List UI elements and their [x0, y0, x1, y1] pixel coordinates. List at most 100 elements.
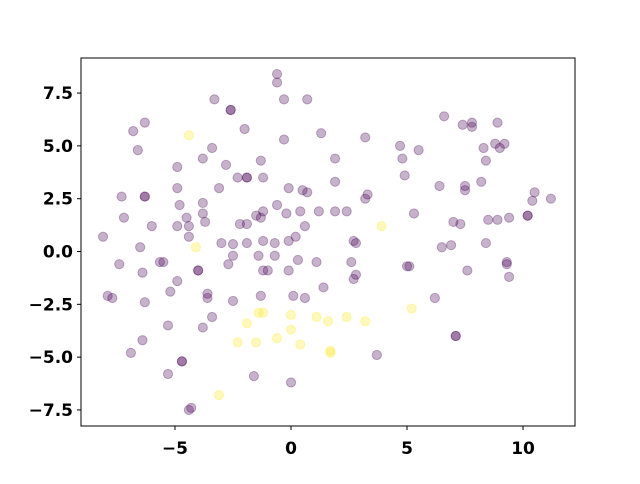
plot-frame [80, 57, 576, 427]
point [278, 94, 290, 105]
point [325, 347, 336, 359]
point [183, 231, 194, 242]
point [404, 261, 415, 272]
x-tick-label: 0 [285, 439, 297, 459]
point [262, 265, 273, 276]
point [209, 94, 220, 105]
point [172, 161, 183, 173]
point [128, 125, 139, 137]
point [457, 119, 468, 130]
point [466, 121, 478, 132]
point [269, 237, 280, 249]
point [183, 130, 194, 141]
point [139, 117, 150, 128]
point [397, 153, 408, 164]
point [132, 145, 143, 156]
point [162, 320, 174, 331]
point [239, 123, 250, 135]
point [325, 345, 336, 356]
point [241, 172, 253, 183]
point [227, 250, 239, 261]
point [316, 128, 327, 139]
point [176, 356, 188, 367]
point [234, 218, 246, 230]
point [480, 237, 491, 249]
point [197, 153, 208, 164]
point [283, 183, 294, 194]
point [146, 221, 157, 232]
point [271, 68, 283, 80]
point [439, 111, 450, 122]
point [394, 140, 406, 151]
y-tick-label: 0.0 [43, 243, 73, 263]
point [346, 256, 357, 268]
point [225, 104, 236, 116]
point [139, 191, 150, 202]
point [172, 275, 183, 287]
point [186, 402, 197, 413]
point [183, 404, 194, 416]
point [253, 307, 264, 318]
point [490, 138, 501, 149]
point [285, 377, 297, 388]
point [311, 256, 322, 268]
point [285, 309, 297, 320]
point [445, 240, 457, 251]
point [434, 180, 445, 192]
point [448, 216, 459, 228]
point [504, 271, 515, 282]
point [227, 295, 239, 307]
point [269, 250, 280, 261]
point [480, 155, 491, 166]
point [181, 212, 192, 223]
point [271, 199, 283, 211]
point [213, 183, 225, 194]
point [241, 318, 253, 329]
point [241, 218, 253, 230]
point [483, 214, 494, 225]
point [329, 206, 341, 217]
point [202, 288, 213, 299]
point [494, 142, 505, 154]
point [216, 237, 227, 249]
point [329, 176, 341, 187]
point [183, 221, 194, 232]
point [241, 172, 253, 183]
point [478, 142, 489, 154]
point [225, 104, 236, 116]
point [295, 206, 306, 217]
point [413, 145, 424, 156]
point [158, 256, 169, 268]
point [302, 94, 313, 105]
point [527, 195, 538, 206]
point [492, 214, 503, 225]
point [311, 311, 322, 323]
point [283, 265, 294, 276]
point [190, 242, 201, 253]
point [174, 199, 185, 211]
point [253, 250, 264, 261]
point [290, 231, 301, 242]
point [429, 292, 440, 304]
point [213, 390, 225, 401]
point [258, 265, 269, 276]
point [193, 265, 204, 276]
point [125, 347, 136, 359]
y-tick-label: −7.5 [29, 401, 73, 421]
x-tick-label: −5 [162, 439, 188, 459]
point [102, 290, 113, 301]
point [258, 307, 269, 318]
point [501, 256, 512, 268]
point [341, 311, 352, 323]
point [271, 77, 283, 88]
y-tick-label: 5.0 [43, 137, 73, 157]
point [223, 259, 234, 270]
point [436, 242, 447, 253]
point [255, 290, 266, 301]
point [450, 330, 461, 342]
point [408, 208, 420, 219]
point [288, 290, 299, 301]
point [137, 335, 148, 346]
point [162, 368, 174, 380]
